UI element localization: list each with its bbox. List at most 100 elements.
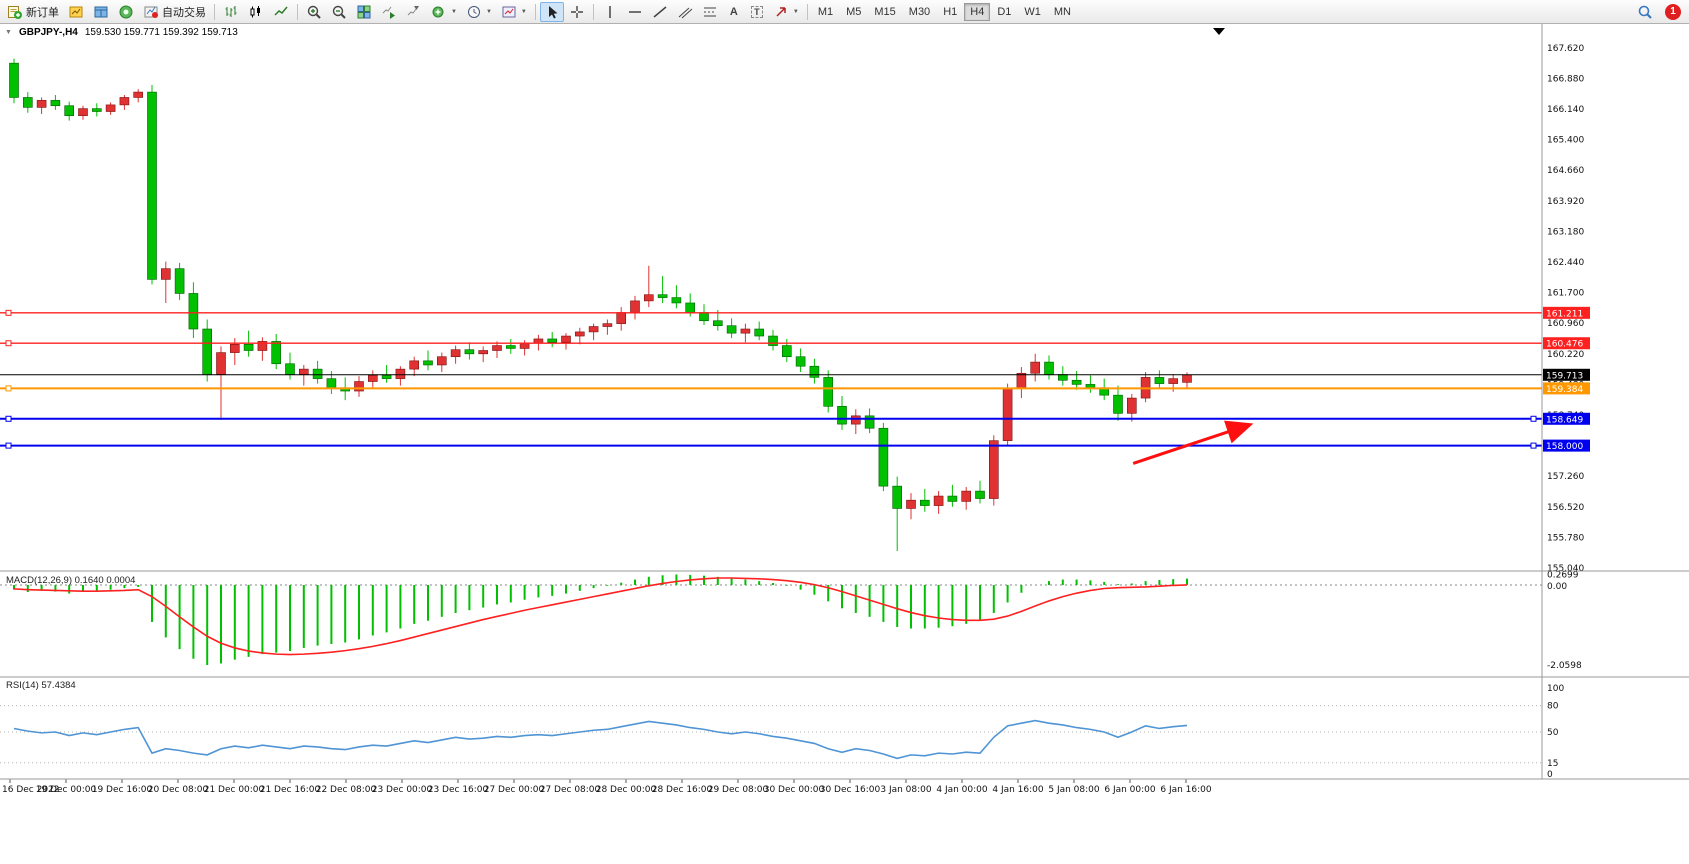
zoom-out-icon bbox=[332, 5, 346, 19]
timeframe-d1-button[interactable]: D1 bbox=[997, 5, 1012, 18]
fibonacci-button[interactable] bbox=[698, 2, 722, 22]
candle-body bbox=[464, 349, 475, 355]
line-chart-button[interactable] bbox=[269, 2, 293, 22]
timeframe-m30-button[interactable]: M30 bbox=[908, 5, 931, 18]
tile-windows-button[interactable] bbox=[352, 2, 376, 22]
fibonacci-icon bbox=[703, 7, 716, 16]
candle-body bbox=[367, 375, 378, 382]
candle-body bbox=[161, 268, 171, 280]
timeframe-m1-button[interactable]: M1 bbox=[817, 5, 834, 18]
candle-body bbox=[1002, 388, 1013, 441]
candlestick-chart-icon bbox=[250, 5, 260, 17]
bar-chart-button[interactable] bbox=[219, 2, 243, 22]
candle-body bbox=[436, 356, 447, 366]
new-order-button[interactable]: 新订单 bbox=[3, 2, 63, 22]
new-order-icon bbox=[8, 5, 22, 19]
price-label-text: 160.476 bbox=[1546, 340, 1583, 350]
channel-button[interactable] bbox=[673, 2, 697, 22]
templates-button[interactable]: ▼ bbox=[497, 2, 531, 22]
hline-handle-left[interactable] bbox=[5, 309, 12, 316]
candlestick-chart-button[interactable] bbox=[244, 2, 268, 22]
horizontal-line-button[interactable] bbox=[623, 2, 647, 22]
zoom-in-button[interactable] bbox=[302, 2, 326, 22]
crosshair-button[interactable] bbox=[565, 2, 589, 22]
price-label-text: 161.211 bbox=[1546, 309, 1583, 319]
market-watch-button[interactable] bbox=[64, 2, 88, 22]
hline-handle-left[interactable] bbox=[5, 385, 12, 392]
arrows-tool-button[interactable]: ▼ bbox=[769, 2, 803, 22]
price-label-box bbox=[1543, 439, 1590, 452]
data-window-button[interactable] bbox=[89, 2, 113, 22]
candle-body bbox=[892, 485, 903, 509]
timeframe-m5-button[interactable]: M5 bbox=[846, 5, 862, 18]
candle-body bbox=[409, 360, 420, 370]
trendline-button[interactable] bbox=[648, 2, 672, 22]
autotrading-button[interactable]: 自动交易 bbox=[139, 2, 210, 22]
auto-scroll-icon bbox=[382, 6, 395, 19]
candle-body bbox=[1044, 361, 1054, 375]
timeframe-h1-button[interactable]: H1 bbox=[943, 5, 958, 18]
zoom-out-button[interactable] bbox=[327, 2, 351, 22]
candle-body bbox=[685, 302, 696, 313]
indicators-button[interactable]: ▼ bbox=[427, 2, 461, 22]
price-axis-label: 166.880 bbox=[1547, 74, 1584, 84]
auto-scroll-button[interactable] bbox=[377, 2, 401, 22]
autotrading-icon bbox=[144, 6, 158, 18]
time-axis-label: 21 Dec 16:00 bbox=[260, 785, 321, 795]
time-axis-label: 3 Jan 08:00 bbox=[880, 785, 932, 795]
timeframe-mn-button[interactable]: MN bbox=[1053, 5, 1071, 18]
vertical-line-button[interactable] bbox=[598, 2, 622, 22]
candle-body bbox=[616, 312, 627, 324]
chart-shift-button[interactable] bbox=[402, 2, 426, 22]
clock-icon bbox=[467, 5, 480, 18]
candle-body bbox=[22, 97, 33, 108]
rsi-axis-label: 80 bbox=[1547, 702, 1559, 712]
toolbar-separator bbox=[214, 3, 215, 20]
periods-button[interactable]: ▼ bbox=[462, 2, 496, 22]
candle-body bbox=[298, 368, 309, 375]
candle-body bbox=[423, 360, 433, 366]
candle-body bbox=[64, 105, 74, 116]
chart-shift-marker[interactable] bbox=[1213, 28, 1225, 35]
candle-body bbox=[574, 331, 585, 337]
time-axis-label: 6 Jan 16:00 bbox=[1160, 785, 1212, 795]
hline-handle-right[interactable] bbox=[1530, 415, 1537, 422]
candle-body bbox=[878, 427, 889, 487]
cursor-button[interactable] bbox=[539, 1, 564, 22]
notification-badge[interactable]: 1 bbox=[1665, 3, 1681, 20]
candle-body bbox=[133, 91, 143, 98]
candle-body bbox=[243, 344, 254, 351]
candle-body bbox=[754, 328, 765, 337]
time-axis-label: 5 Jan 08:00 bbox=[1048, 785, 1100, 795]
timeframe-h4-button[interactable]: H4 bbox=[964, 2, 991, 21]
candle-body bbox=[630, 300, 640, 313]
hline-handle-right[interactable] bbox=[1530, 442, 1537, 449]
hline-handle-left[interactable] bbox=[5, 415, 12, 422]
time-axis-label: 27 Dec 08:00 bbox=[540, 785, 601, 795]
text-tool-button[interactable]: A bbox=[723, 2, 745, 22]
toolbar-separator bbox=[534, 3, 536, 20]
rsi-axis-label: 50 bbox=[1547, 728, 1559, 738]
collapse-icon[interactable]: ▼ bbox=[5, 29, 12, 36]
candle-body bbox=[450, 349, 461, 358]
rsi-axis-label: 0 bbox=[1547, 770, 1553, 780]
tile-windows-icon bbox=[357, 5, 371, 18]
candle-body bbox=[837, 406, 847, 425]
arrow-tool-icon bbox=[776, 6, 786, 17]
candle-body bbox=[975, 490, 985, 499]
search-button[interactable] bbox=[1633, 2, 1657, 22]
timeframe-w1-button[interactable]: W1 bbox=[1024, 5, 1041, 18]
ohlc-values: 159.530 159.771 159.392 159.713 bbox=[84, 27, 238, 38]
text-label-button[interactable]: T bbox=[746, 2, 768, 22]
price-label-box bbox=[1543, 382, 1590, 395]
hline-handle-left[interactable] bbox=[5, 340, 12, 347]
timeframe-m15-button[interactable]: M15 bbox=[874, 5, 896, 18]
price-axis-label: 163.180 bbox=[1547, 227, 1584, 237]
candle-body bbox=[285, 363, 295, 375]
navigator-icon bbox=[119, 5, 133, 18]
navigator-button[interactable] bbox=[114, 2, 138, 22]
rsi-axis-label: 15 bbox=[1547, 759, 1558, 769]
hline-handle-left[interactable] bbox=[5, 442, 12, 449]
trend-arrow[interactable] bbox=[1132, 420, 1254, 465]
candle-body bbox=[1016, 372, 1027, 389]
